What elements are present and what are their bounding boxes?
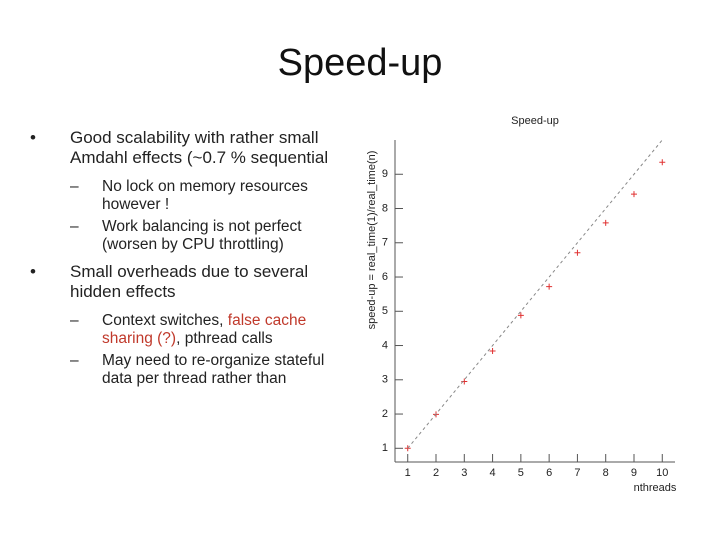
text-run: false cache sharing (?) [102,312,307,347]
sub-bullet: Context switches, false cache sharing (?… [70,312,350,348]
point [546,283,553,290]
point [517,312,524,319]
chart-title: Speed-up [511,115,559,127]
point [489,348,496,355]
y-tick-label: 4 [382,339,388,351]
x-tick-label: 9 [631,467,637,479]
text-run: , pthread calls [176,330,273,347]
x-tick-label: 4 [490,467,496,479]
y-tick-label: 5 [382,305,388,317]
reference-line [407,139,663,449]
sub-bullet-list: Context switches, false cache sharing (?… [70,312,350,388]
x-tick-label: 1 [405,467,411,479]
y-tick-label: 7 [382,237,388,249]
x-axis-label: nthreads [634,482,677,494]
text-run: May need to re-organize stateful data pe… [102,352,325,387]
bullet-list: Good scalability with rather small Amdah… [30,128,350,388]
y-tick-label: 9 [382,168,388,180]
sub-bullet: No lock on memory resources however ! [70,178,350,214]
x-tick-label: 7 [574,467,580,479]
bullet: Good scalability with rather small Amdah… [30,128,350,254]
text-run: Good scalability with rather small Amdah… [70,128,329,167]
text-run: No lock on memory resources however ! [102,178,308,213]
y-tick-label: 3 [382,374,388,386]
point [659,159,666,166]
text-run: Small overheads due to several hidden ef… [70,262,309,301]
sub-bullet: May need to re-organize stateful data pe… [70,352,350,388]
x-tick-label: 3 [461,467,467,479]
x-tick-label: 10 [656,467,668,479]
point [461,378,468,385]
x-tick-label: 2 [433,467,439,479]
x-tick-label: 5 [518,467,524,479]
slide-body: Good scalability with rather small Amdah… [30,128,350,396]
y-tick-label: 1 [382,442,388,454]
point [574,249,581,256]
chart: Speed-up nthreads speed-up = real_time(1)/… [366,115,677,494]
y-tick-label: 2 [382,408,388,420]
x-tick-label: 8 [603,467,609,479]
x-tick-label: 6 [546,467,552,479]
point [630,191,637,198]
text-run: Context switches, [102,312,228,329]
sub-bullet-list: No lock on memory resources however ! Wor… [70,178,350,254]
point [602,219,609,226]
y-axis-label: speed-up = real_time(1)/real_time(n) [366,151,378,330]
slide-title: Speed-up [277,42,443,84]
bullet: Small overheads due to several hidden ef… [30,262,350,388]
y-tick-label: 6 [382,271,388,283]
y-tick-label: 8 [382,202,388,214]
sub-bullet: Work balancing is not perfect (worsen by… [70,218,350,254]
text-run: Work balancing is not perfect (worsen by… [102,218,302,253]
point [404,445,411,452]
